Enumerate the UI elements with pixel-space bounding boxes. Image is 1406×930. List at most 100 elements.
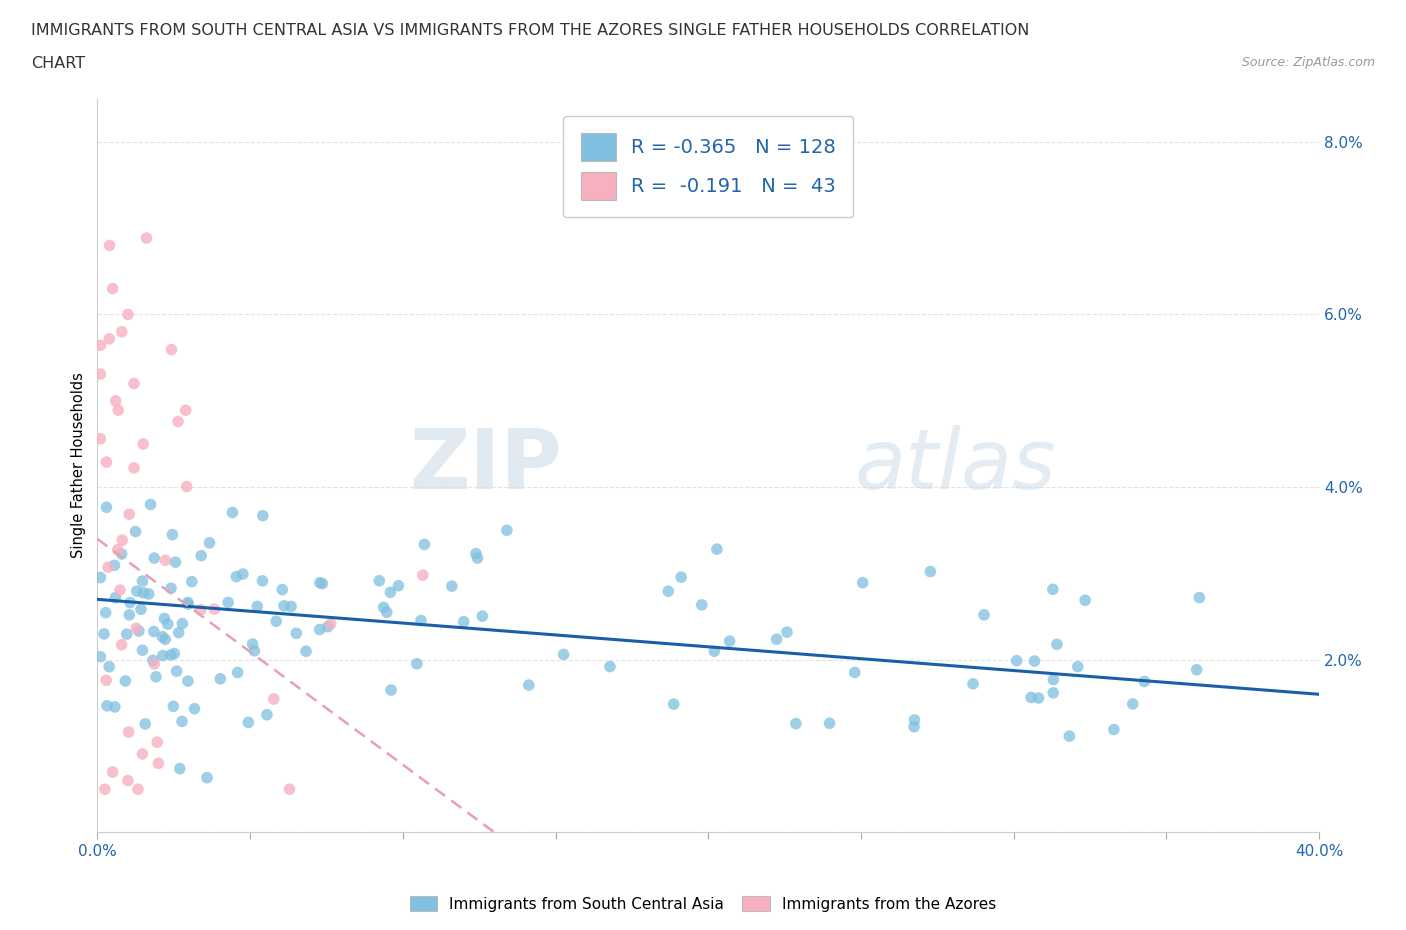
Point (138, 587, 160, 602)
Point (180, 574, 202, 589)
Point (152, 630, 174, 644)
Point (285, 626, 308, 641)
Point (96, 499, 118, 514)
Point (153, 611, 176, 626)
Point (319, 617, 342, 631)
Point (160, 581, 183, 596)
Point (380, 683, 402, 698)
Point (103, 558, 125, 573)
Point (252, 574, 274, 589)
Point (412, 567, 434, 582)
Point (174, 403, 197, 418)
Point (226, 665, 249, 680)
Text: ZIP: ZIP (409, 425, 561, 506)
Point (818, 716, 841, 731)
Point (120, 595, 142, 610)
Point (1005, 653, 1028, 668)
Point (124, 525, 146, 539)
Point (131, 643, 153, 658)
Point (308, 622, 330, 637)
Point (143, 551, 166, 565)
Point (852, 576, 875, 591)
Point (252, 509, 274, 524)
Point (238, 715, 260, 730)
Point (406, 657, 429, 671)
Point (93, 627, 115, 642)
Point (706, 541, 728, 556)
Point (380, 585, 402, 600)
Point (108, 582, 131, 597)
Point (132, 436, 155, 451)
Point (117, 724, 139, 739)
Point (1102, 722, 1125, 737)
Point (167, 414, 190, 429)
Point (246, 599, 269, 614)
Point (143, 657, 166, 671)
Point (177, 595, 200, 610)
Point (176, 479, 198, 494)
Point (599, 659, 621, 674)
Point (111, 547, 134, 562)
Point (295, 644, 318, 658)
Point (243, 644, 266, 658)
Point (221, 505, 243, 520)
Point (517, 678, 540, 693)
Point (202, 602, 225, 617)
Point (368, 573, 391, 588)
Point (145, 670, 167, 684)
Point (271, 582, 294, 597)
Point (217, 595, 239, 610)
Point (122, 376, 145, 391)
Point (89, 649, 111, 664)
Point (167, 625, 190, 640)
Point (101, 764, 124, 779)
Point (1024, 654, 1046, 669)
Point (155, 631, 177, 646)
Point (135, 231, 157, 246)
Point (166, 664, 188, 679)
Point (785, 716, 807, 731)
Point (165, 555, 187, 570)
Point (467, 551, 489, 565)
Point (495, 523, 517, 538)
Point (198, 536, 221, 551)
Point (89, 338, 111, 352)
Point (134, 716, 156, 731)
Point (104, 591, 127, 605)
Point (1122, 697, 1144, 711)
Point (195, 770, 218, 785)
Point (169, 761, 191, 776)
Point (118, 507, 141, 522)
Point (1188, 591, 1211, 605)
Point (117, 307, 139, 322)
Point (156, 617, 179, 631)
Point (177, 673, 200, 688)
Point (903, 719, 925, 734)
Point (98, 331, 121, 346)
Point (190, 548, 212, 563)
Point (122, 460, 145, 475)
Point (1028, 691, 1050, 706)
Point (273, 598, 295, 613)
Point (132, 585, 155, 600)
Point (690, 597, 713, 612)
Point (453, 614, 475, 629)
Point (280, 599, 302, 614)
Point (1067, 659, 1090, 674)
Point (131, 574, 153, 589)
Point (117, 773, 139, 788)
Point (1019, 690, 1042, 705)
Point (232, 566, 254, 581)
Point (148, 756, 170, 771)
Point (104, 393, 127, 408)
Point (98, 659, 121, 674)
Point (160, 342, 183, 357)
Point (1133, 674, 1156, 689)
Point (97, 560, 120, 575)
Point (387, 578, 409, 593)
Point (162, 527, 184, 542)
Point (177, 597, 200, 612)
Text: atlas: atlas (855, 425, 1056, 506)
Point (89, 432, 111, 446)
Point (101, 281, 124, 296)
